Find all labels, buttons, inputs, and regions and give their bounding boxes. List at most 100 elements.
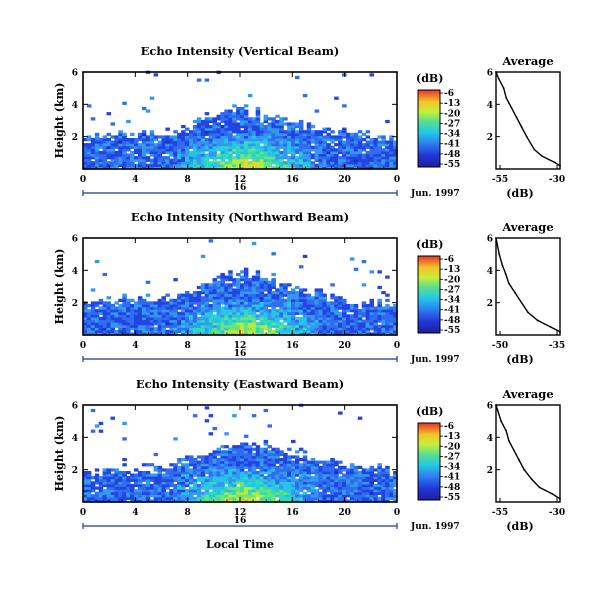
heatmap-cell	[314, 460, 320, 464]
heatmap-cell	[220, 476, 225, 480]
heatmap-cell	[189, 478, 194, 482]
heatmap-cell	[126, 304, 131, 308]
heatmap-cell	[381, 327, 386, 331]
heatmap-cell	[212, 138, 217, 142]
heatmap-cell	[298, 483, 304, 488]
heatmap-cell	[130, 499, 135, 503]
heatmap-cell	[365, 311, 371, 315]
heatmap-cell	[259, 140, 265, 144]
heatmap-cell	[247, 304, 253, 308]
heatmap-cell	[353, 314, 359, 318]
heatmap-cell	[90, 329, 96, 333]
heatmap-cell	[334, 494, 339, 498]
heatmap-cell	[196, 291, 202, 295]
heatmap-cell	[196, 496, 202, 500]
heatmap-cell	[141, 316, 147, 321]
heatmap-cell	[185, 158, 190, 162]
heatmap-cell	[177, 296, 182, 300]
heatmap-cell	[287, 316, 292, 321]
heatmap-cell	[243, 327, 249, 331]
heatmap-cell	[302, 145, 308, 149]
heatmap-cell	[165, 316, 170, 321]
heatmap-cell	[228, 148, 233, 152]
heatmap-cell	[185, 298, 190, 302]
heatmap-cell	[200, 476, 206, 480]
heatmap-cell	[373, 324, 378, 328]
heatmap-cell	[90, 499, 96, 503]
heatmap-cell	[243, 132, 249, 136]
heatmap-cell	[173, 496, 178, 500]
heatmap-cell	[169, 309, 174, 313]
heatmap-cell	[228, 468, 233, 472]
heatmap-cell	[259, 291, 265, 295]
heatmap-cell	[236, 166, 241, 170]
heatmap-cell	[228, 158, 233, 162]
heatmap-cell	[326, 314, 331, 318]
heatmap-cell	[373, 468, 378, 472]
heatmap-cell	[122, 301, 127, 305]
heatmap-cell	[353, 311, 359, 315]
heatmap-cell	[153, 494, 159, 498]
heatmap-cell	[220, 463, 225, 467]
heatmap-cell	[204, 125, 210, 129]
heatmap-cell	[306, 301, 312, 305]
heatmap-cell	[90, 304, 96, 308]
heatmap-cell	[255, 140, 261, 144]
heatmap-cell	[153, 332, 159, 336]
heatmap-cell	[283, 452, 288, 457]
heatmap-cell	[255, 112, 261, 116]
heatmap-cell	[369, 163, 374, 167]
heatmap-cell	[251, 150, 257, 155]
heatmap-cell	[318, 314, 323, 318]
heatmap-cell	[114, 309, 119, 313]
heatmap-cell	[365, 143, 371, 147]
heatmap-cell	[251, 283, 257, 287]
heatmap-cell	[330, 491, 335, 495]
heatmap-cell	[192, 296, 198, 300]
heatmap-cell	[271, 463, 276, 467]
heatmap-cell	[334, 135, 339, 139]
heatmap-cell	[122, 316, 127, 321]
heatmap-cell	[287, 332, 292, 336]
heatmap-cell	[208, 309, 214, 313]
heatmap-cell	[381, 316, 386, 321]
heatmap-cell	[287, 491, 292, 495]
heatmap-cell	[220, 158, 225, 162]
heatmap-cell	[259, 465, 265, 469]
heatmap-cell	[196, 301, 202, 305]
heatmap-cell	[302, 161, 308, 165]
heatmap-cell	[377, 499, 382, 503]
heatmap-cell	[83, 491, 88, 495]
heatmap-cell	[94, 468, 100, 472]
heatmap-cell	[353, 476, 359, 480]
heatmap-cell	[141, 499, 147, 503]
heatmap-cell	[212, 140, 217, 144]
heatmap-cell	[393, 319, 398, 323]
heatmap-cell	[322, 135, 327, 139]
heatmap-cell	[240, 476, 245, 480]
heatmap-cell	[157, 143, 163, 147]
heatmap-cell	[149, 322, 155, 326]
heatmap-cell	[122, 483, 127, 488]
heatmap-cell	[110, 489, 115, 493]
heatmap-cell	[196, 319, 202, 323]
heatmap-cell	[334, 309, 339, 313]
heatmap-cell	[149, 478, 155, 482]
heatmap-cell	[118, 329, 123, 333]
heatmap-cell	[271, 280, 276, 284]
heatmap-cell	[243, 309, 249, 313]
heatmap-cell	[263, 491, 269, 495]
heatmap-cell	[181, 150, 186, 155]
heatmap-cell	[86, 150, 92, 155]
heatmap-cell	[346, 486, 351, 490]
heatmap-cell	[220, 130, 225, 134]
heatmap-cell	[134, 319, 139, 323]
heatmap-cell	[208, 163, 214, 167]
heatmap-cell	[302, 132, 308, 136]
heatmap-cell	[271, 450, 276, 454]
heatmap-cell	[90, 481, 96, 485]
heatmap-cell	[389, 332, 394, 336]
heatmap-cell	[86, 473, 92, 477]
heatmap-cell	[240, 158, 245, 162]
heatmap-cell	[106, 309, 111, 313]
